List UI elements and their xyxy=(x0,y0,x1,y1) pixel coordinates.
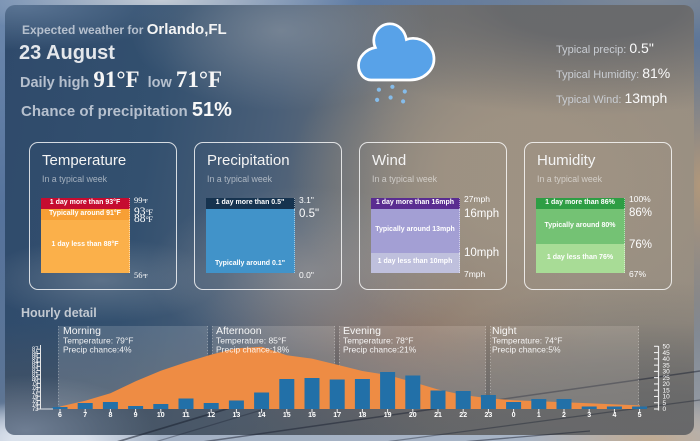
svg-text:5: 5 xyxy=(663,400,667,407)
svg-text:81: 81 xyxy=(32,373,39,379)
svg-text:8: 8 xyxy=(108,412,112,419)
svg-text:13: 13 xyxy=(233,412,241,419)
svg-text:14: 14 xyxy=(258,412,266,419)
svg-text:17: 17 xyxy=(333,412,341,419)
svg-text:80: 80 xyxy=(32,377,39,383)
svg-text:Temperature: 74°F: Temperature: 74°F xyxy=(492,336,563,346)
svg-text:12: 12 xyxy=(207,412,215,419)
svg-text:0: 0 xyxy=(512,412,516,419)
svg-text:Evening: Evening xyxy=(343,325,381,337)
svg-text:78: 78 xyxy=(32,385,39,391)
svg-text:85: 85 xyxy=(32,356,39,362)
svg-text:1: 1 xyxy=(537,412,541,419)
svg-text:30: 30 xyxy=(663,369,671,376)
svg-text:40: 40 xyxy=(663,356,671,363)
svg-text:86: 86 xyxy=(32,351,39,357)
svg-text:35: 35 xyxy=(663,362,671,369)
svg-text:83: 83 xyxy=(32,364,39,370)
svg-text:10: 10 xyxy=(157,412,165,419)
svg-text:15: 15 xyxy=(663,387,671,394)
svg-text:77: 77 xyxy=(32,390,39,396)
svg-text:20: 20 xyxy=(663,381,671,388)
svg-text:87: 87 xyxy=(32,347,39,353)
svg-text:21: 21 xyxy=(434,412,442,419)
svg-text:15: 15 xyxy=(283,412,291,419)
svg-text:Afternoon: Afternoon xyxy=(216,325,262,337)
svg-text:19: 19 xyxy=(384,412,392,419)
svg-text:Night: Night xyxy=(492,325,517,337)
svg-text:82: 82 xyxy=(32,368,39,374)
svg-text:2: 2 xyxy=(562,412,566,419)
svg-text:73: 73 xyxy=(32,407,39,413)
svg-text:Precip chance:5%: Precip chance:5% xyxy=(492,345,561,355)
svg-text:20: 20 xyxy=(409,412,417,419)
svg-text:9: 9 xyxy=(134,412,138,419)
svg-text:0: 0 xyxy=(663,406,667,413)
svg-text:45: 45 xyxy=(663,350,671,357)
svg-text:6: 6 xyxy=(58,412,62,419)
svg-text:4: 4 xyxy=(612,412,616,419)
svg-text:7: 7 xyxy=(83,412,87,419)
svg-text:3: 3 xyxy=(587,412,591,419)
svg-text:Precip chance:4%: Precip chance:4% xyxy=(63,345,132,355)
svg-text:84: 84 xyxy=(32,360,39,366)
svg-text:11: 11 xyxy=(182,412,190,419)
svg-text:Morning: Morning xyxy=(63,325,101,337)
svg-text:75: 75 xyxy=(32,398,39,404)
svg-text:79: 79 xyxy=(32,381,39,387)
svg-text:16: 16 xyxy=(308,412,316,419)
svg-text:Temperature: 79°F: Temperature: 79°F xyxy=(63,336,134,346)
svg-text:10: 10 xyxy=(663,394,671,401)
svg-text:25: 25 xyxy=(663,375,671,382)
svg-text:18: 18 xyxy=(359,412,367,419)
svg-text:76: 76 xyxy=(32,394,39,400)
svg-text:Precip chance:18%: Precip chance:18% xyxy=(216,345,290,355)
svg-text:5: 5 xyxy=(638,412,642,419)
svg-text:74: 74 xyxy=(32,403,39,409)
svg-text:Precip chance:21%: Precip chance:21% xyxy=(343,345,417,355)
svg-text:Temperature: 85°F: Temperature: 85°F xyxy=(216,336,287,346)
svg-text:23: 23 xyxy=(485,412,493,419)
svg-text:50: 50 xyxy=(663,344,671,351)
svg-text:22: 22 xyxy=(459,412,467,419)
svg-text:Temperature: 78°F: Temperature: 78°F xyxy=(343,336,414,346)
